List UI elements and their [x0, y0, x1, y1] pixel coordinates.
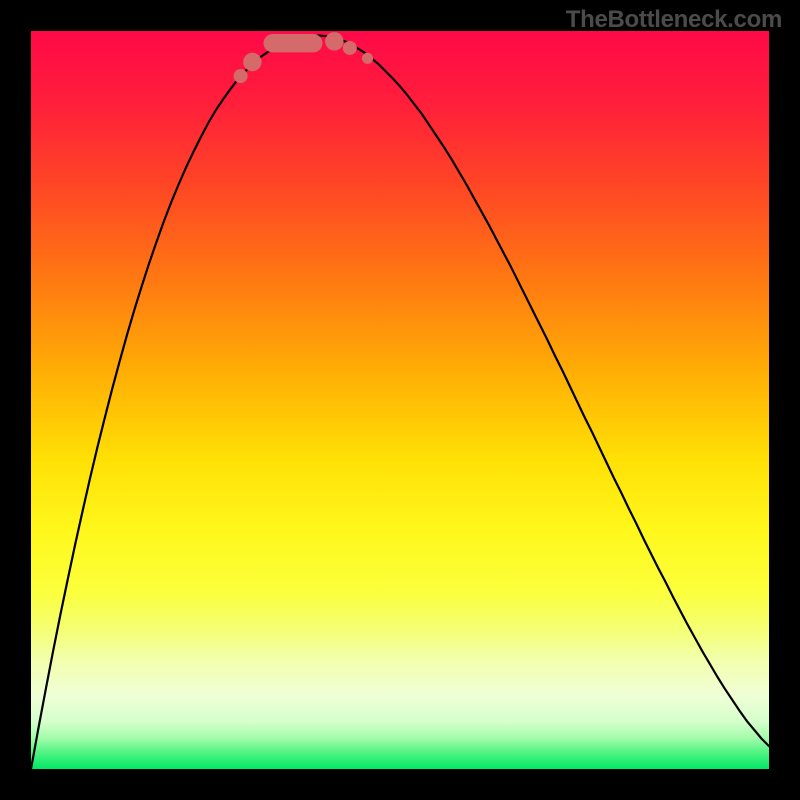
marker-dot [325, 32, 343, 50]
chart-stage: TheBottleneck.com [0, 0, 800, 800]
marker-dot [343, 41, 357, 55]
marker-dot [362, 53, 373, 64]
marker-dot [243, 53, 261, 71]
marker-bar [263, 34, 322, 52]
plot-area [31, 31, 769, 769]
marker-dot [234, 69, 248, 83]
gradient-rect [31, 31, 769, 769]
watermark-text: TheBottleneck.com [566, 6, 782, 34]
chart-svg [31, 31, 769, 769]
